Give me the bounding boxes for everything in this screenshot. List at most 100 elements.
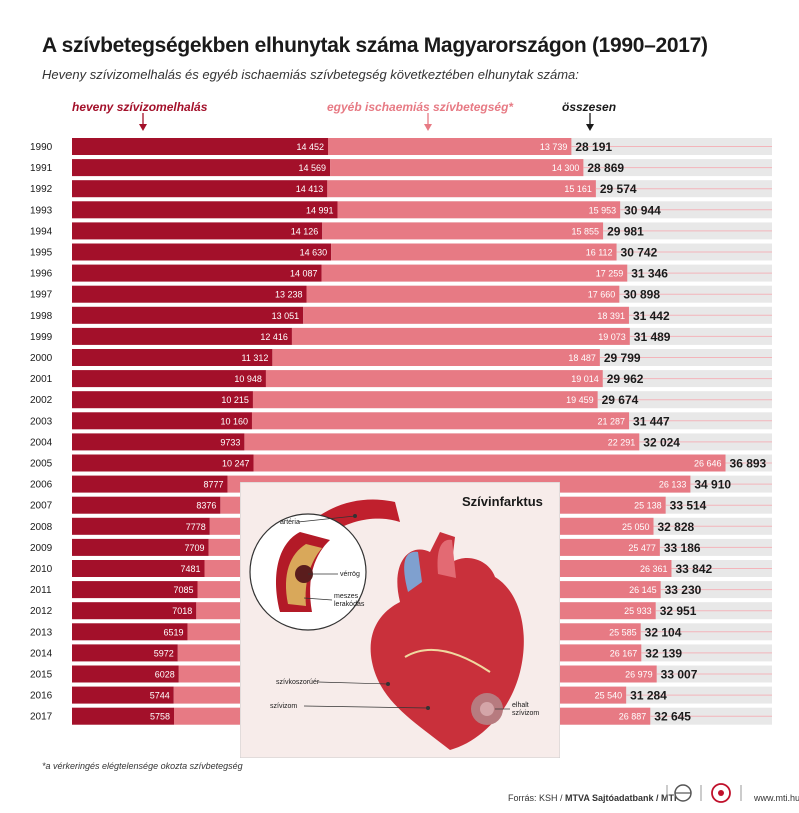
bar-other <box>321 264 628 282</box>
value-label-acute: 6519 <box>163 627 183 637</box>
value-label-acute: 7085 <box>173 585 193 595</box>
year-tick-label: 2015 <box>30 670 53 681</box>
value-label-acute: 5972 <box>154 648 174 658</box>
label-myocardium: szívizom <box>270 703 297 710</box>
bar-acute <box>72 222 323 240</box>
total-label: 31 447 <box>633 414 670 428</box>
total-label: 34 910 <box>694 478 731 492</box>
year-tick-label: 2016 <box>30 691 53 702</box>
label-dead-2: szívizom <box>512 710 539 717</box>
bar-other <box>322 222 604 240</box>
year-tick-label: 2005 <box>30 459 53 470</box>
value-label-other: 15 161 <box>564 184 592 194</box>
total-label: 31 284 <box>630 689 667 703</box>
total-label: 30 944 <box>624 203 661 217</box>
bar-other <box>251 412 630 430</box>
value-label-acute: 14 991 <box>306 205 334 215</box>
bar-acute <box>72 412 252 430</box>
value-label-other: 19 459 <box>566 395 594 405</box>
total-label: 29 799 <box>604 351 641 365</box>
value-label-other: 26 887 <box>619 712 647 722</box>
year-tick-label: 2012 <box>30 606 53 617</box>
year-tick-label: 2000 <box>30 353 53 364</box>
bar-acute <box>72 349 273 366</box>
value-label-other: 25 138 <box>634 501 662 511</box>
bar-other <box>328 138 572 155</box>
source-bold: MTVA Sajtóadatbank / MTI <box>565 793 677 803</box>
value-label-other: 25 933 <box>624 606 652 616</box>
total-label: 32 024 <box>643 435 680 449</box>
website-url: www.mti.hu <box>754 793 799 803</box>
total-label: 32 645 <box>654 710 691 724</box>
bar-other <box>303 306 629 324</box>
year-tick-label: 1993 <box>30 205 53 216</box>
total-label: 29 981 <box>607 224 644 238</box>
value-label-other: 19 014 <box>571 374 599 384</box>
value-label-other: 26 145 <box>629 585 657 595</box>
value-label-acute: 7778 <box>186 522 206 532</box>
total-label: 31 346 <box>631 267 668 281</box>
total-label: 36 893 <box>730 457 767 471</box>
bar-acute <box>72 454 254 472</box>
year-tick-label: 2001 <box>30 374 53 385</box>
total-label: 29 574 <box>600 182 637 196</box>
value-label-other: 18 487 <box>568 353 596 363</box>
label-dead-1: elhalt <box>512 702 529 709</box>
value-label-other: 19 073 <box>598 332 626 342</box>
bar-acute <box>72 264 322 282</box>
total-label: 33 514 <box>670 499 707 513</box>
dead-tissue-center <box>480 702 494 716</box>
heart-attack-illustration: Szívinfarktus artéria vérrög meszes lera… <box>240 482 560 758</box>
total-label: 32 828 <box>658 520 695 534</box>
value-label-other: 22 291 <box>608 437 636 447</box>
bar-acute <box>72 686 174 704</box>
bar-acute <box>72 433 245 451</box>
year-tick-label: 1997 <box>30 290 53 301</box>
value-label-acute: 12 416 <box>260 332 288 342</box>
bar-acute <box>72 370 266 388</box>
year-tick-label: 2003 <box>30 416 53 427</box>
value-label-acute: 6028 <box>155 670 175 680</box>
year-tick-label: 1992 <box>30 184 53 195</box>
bar-acute <box>72 644 178 662</box>
legend-total: összesen <box>562 100 617 114</box>
bar-acute <box>72 602 197 620</box>
year-tick-label: 2010 <box>30 564 53 575</box>
value-label-other: 26 133 <box>659 480 687 490</box>
value-label-acute: 8777 <box>203 480 223 490</box>
legend-arrows <box>139 113 594 131</box>
agency-logos <box>666 783 742 803</box>
total-label: 33 186 <box>664 541 701 555</box>
total-label: 33 230 <box>665 583 702 597</box>
bar-acute <box>72 707 174 725</box>
value-label-acute: 5744 <box>150 691 170 701</box>
value-label-other: 16 112 <box>586 248 613 258</box>
footnote: *a vérkeringés elégtelensége okozta szív… <box>42 761 243 771</box>
value-label-other: 17 660 <box>588 290 616 300</box>
page-subtitle: Heveny szívizomelhalás és egyéb ischaemi… <box>42 67 579 82</box>
value-label-acute: 14 569 <box>299 163 327 173</box>
value-label-acute: 7018 <box>172 606 192 616</box>
year-tick-label: 2009 <box>30 543 53 554</box>
bar-other <box>330 159 584 177</box>
bar-acute <box>72 180 328 198</box>
bar-other <box>331 243 617 261</box>
value-label-other: 15 855 <box>572 226 600 236</box>
vena-cava <box>404 551 422 592</box>
bar-acute <box>72 560 205 577</box>
bar-acute <box>72 138 328 155</box>
total-label: 33 007 <box>661 668 698 682</box>
year-tick-label: 2011 <box>30 585 52 596</box>
bar-acute <box>72 285 307 303</box>
bar-other <box>272 349 600 366</box>
total-label: 32 104 <box>645 625 682 639</box>
value-label-acute: 11 312 <box>242 353 269 363</box>
value-label-acute: 13 238 <box>275 290 303 300</box>
aorta <box>437 539 456 578</box>
bar-acute <box>72 517 210 535</box>
value-label-other: 25 540 <box>595 691 623 701</box>
value-label-other: 26 646 <box>694 459 722 469</box>
bar-acute <box>72 665 179 683</box>
value-label-acute: 10 160 <box>220 416 248 426</box>
